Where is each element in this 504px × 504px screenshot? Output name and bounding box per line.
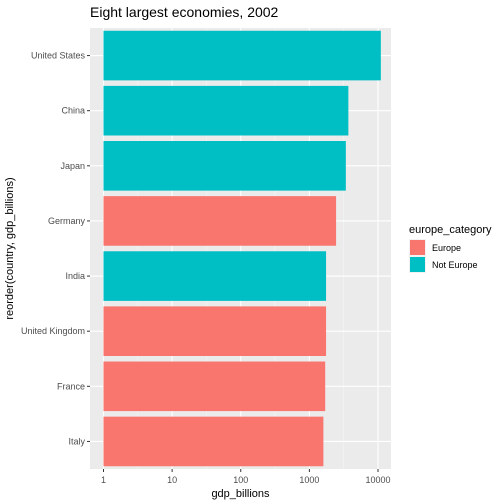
x-axis: 1 10 100 1000 10000 <box>101 469 391 485</box>
y-axis-title: reorder(country, gdp_billions) <box>4 177 16 319</box>
bar <box>103 30 381 81</box>
bar <box>103 416 324 467</box>
x-tick-label: 1000 <box>299 475 319 485</box>
x-axis-title: gdp_billions <box>211 488 270 500</box>
chart-title: Eight largest economies, 2002 <box>90 4 279 20</box>
y-axis: United States China Japan Germany India Unite… <box>21 51 90 446</box>
legend: europe_category Europe Not Europe <box>409 224 492 273</box>
x-tick-label: 1 <box>101 475 106 485</box>
y-tick-label: United Kingdom <box>21 326 85 336</box>
legend-label: Not Europe <box>432 260 478 270</box>
y-tick-label: China <box>61 106 85 116</box>
legend-label: Europe <box>432 243 461 253</box>
y-tick-label: Germany <box>48 216 86 226</box>
legend-title: europe_category <box>409 224 492 236</box>
y-tick-label: Italy <box>68 436 85 446</box>
y-tick-label: India <box>65 271 85 281</box>
bar <box>103 361 326 412</box>
bar <box>103 251 327 301</box>
y-tick-label: Japan <box>60 161 85 171</box>
bar <box>103 141 346 191</box>
y-tick-label: France <box>57 381 85 391</box>
x-tick-label: 100 <box>233 475 248 485</box>
x-tick-label: 10000 <box>365 475 390 485</box>
y-tick-label: United States <box>31 51 86 61</box>
legend-key <box>410 240 425 255</box>
legend-key <box>410 257 425 272</box>
bar <box>103 196 337 246</box>
bar <box>103 85 349 136</box>
bars <box>103 30 381 467</box>
bar <box>103 306 327 356</box>
x-tick-label: 10 <box>167 475 177 485</box>
